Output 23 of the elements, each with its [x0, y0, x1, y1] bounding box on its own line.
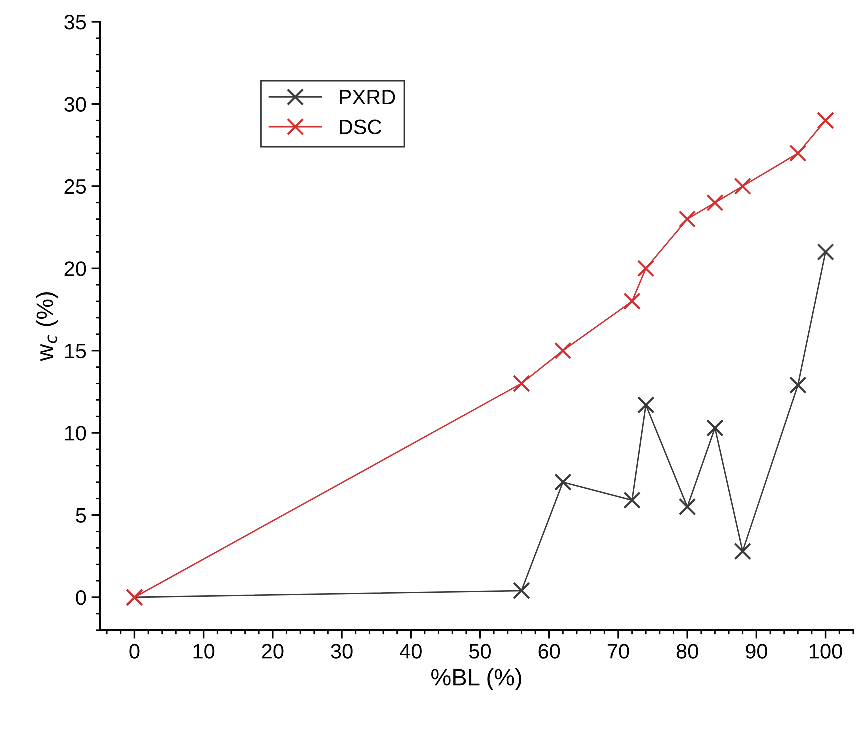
x-tick-label: 70 — [608, 644, 630, 659]
y-tick-label: 5 — [76, 508, 86, 524]
y-axis-title: w$_{c}$ (%) — [36, 292, 58, 362]
y-tick-label: 25 — [64, 179, 86, 194]
legend-label: DSC — [340, 120, 382, 135]
x-tick-label: 60 — [538, 644, 560, 659]
y-tick-label: 15 — [65, 344, 86, 359]
x-tick-label: 50 — [469, 644, 492, 659]
x-tick-label: 40 — [400, 644, 422, 659]
x-tick-label: 10 — [194, 644, 215, 659]
x-tick-label: 90 — [746, 644, 768, 659]
y-tick-label: 20 — [64, 262, 86, 276]
x-tick-label: 20 — [262, 644, 284, 659]
legend-label: PXRD — [340, 90, 396, 105]
x-tick-label: 30 — [331, 644, 353, 659]
x-tick-label: 100 — [810, 644, 842, 659]
y-tick-label: 30 — [64, 97, 86, 112]
y-tick-label: 35 — [64, 14, 86, 30]
y-tick-label: 0 — [76, 590, 86, 606]
x-tick-label: 0 — [130, 644, 140, 659]
x-axis-title: %BL (%) — [432, 668, 522, 691]
x-tick-label: 80 — [676, 644, 698, 659]
y-tick-label: 10 — [65, 426, 86, 441]
